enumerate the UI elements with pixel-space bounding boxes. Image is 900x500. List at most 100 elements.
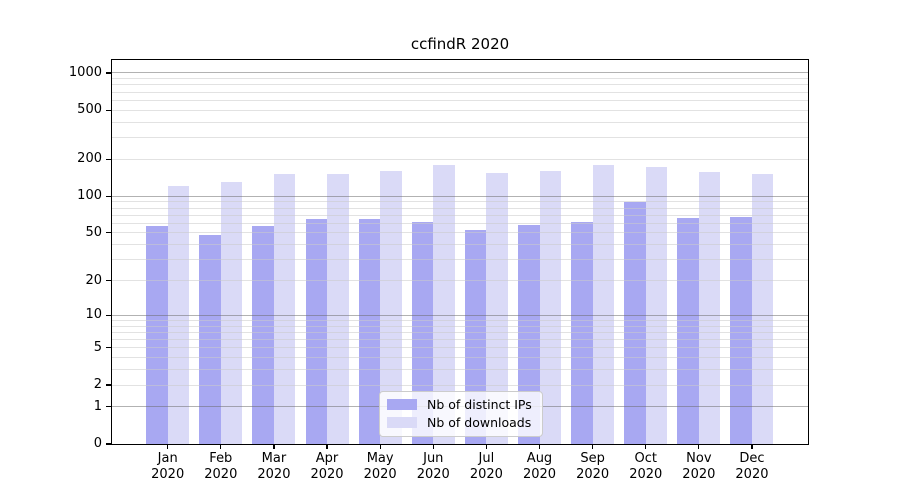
bar-distinct-ips (411, 222, 434, 444)
y-tick-mark (106, 109, 111, 111)
bar-distinct-ips (518, 225, 540, 444)
y-tick-mark (106, 232, 111, 234)
bar-downloads (486, 172, 508, 444)
x-tick-label: Mar 2020 (244, 451, 304, 482)
x-tick-month: Jan (157, 451, 178, 466)
y-tick-label: 5 (93, 339, 102, 355)
x-tick-month: Aug (526, 451, 553, 466)
x-tick-year: 2020 (257, 466, 291, 482)
x-tick-mark (432, 445, 434, 449)
chart-title: ccfindR 2020 (410, 35, 510, 53)
x-tick-mark (273, 445, 275, 449)
x-tick-month: Dec (739, 451, 765, 466)
legend-label: Nb of distinct IPs (427, 397, 532, 412)
y-tick-mark (106, 314, 111, 316)
x-tick-label: Jun 2020 (403, 451, 463, 482)
x-tick-year: 2020 (310, 466, 344, 482)
x-tick-year: 2020 (682, 466, 716, 482)
legend-item: Nb of distinct IPs (387, 397, 532, 412)
x-tick-year: 2020 (522, 466, 557, 482)
y-tick-label: 2 (93, 377, 102, 392)
bar-downloads (645, 166, 668, 444)
y-tick-mark (106, 195, 111, 197)
y-tick-label: 20 (85, 272, 102, 288)
x-tick-label: Jan 2020 (138, 451, 198, 482)
x-tick-year: 2020 (469, 466, 503, 482)
x-tick-mark (167, 445, 169, 449)
bar-distinct-ips (571, 222, 593, 444)
legend-item: Nb of downloads (387, 415, 532, 430)
x-tick-year: 2020 (416, 466, 450, 482)
x-tick-year: 2020 (204, 466, 238, 482)
y-tick-mark (106, 72, 111, 74)
bar-distinct-ips (305, 219, 328, 444)
x-tick-label: Feb 2020 (191, 451, 251, 482)
x-tick-year: 2020 (151, 466, 185, 482)
x-tick-label: Dec 2020 (722, 451, 782, 482)
bar-downloads (592, 164, 615, 444)
x-tick-mark (698, 445, 700, 449)
y-tick-mark (106, 158, 111, 160)
x-tick-year: 2020 (629, 466, 663, 482)
bar-downloads (380, 170, 402, 444)
x-tick-label: Sep 2020 (563, 451, 623, 482)
bar-distinct-ips (358, 219, 381, 444)
y-tick-mark (106, 347, 111, 349)
x-tick-month: Oct (634, 451, 657, 466)
y-tick-label: 50 (85, 224, 102, 240)
x-tick-mark (485, 445, 487, 449)
x-tick-month: Feb (209, 451, 233, 466)
x-tick-month: Sep (580, 451, 605, 466)
y-tick-label: 0 (93, 436, 102, 451)
y-tick-label: 200 (77, 151, 102, 167)
bar-distinct-ips (677, 218, 699, 444)
legend-swatch (387, 417, 417, 428)
x-tick-year: 2020 (363, 466, 397, 482)
legend-swatch (387, 399, 417, 410)
bar-distinct-ips (252, 225, 274, 444)
bar-downloads (167, 186, 190, 444)
x-tick-month: May (366, 451, 394, 466)
bar-distinct-ips (199, 235, 221, 444)
bar-distinct-ips (464, 229, 487, 444)
bar-downloads (327, 173, 349, 444)
x-tick-mark (326, 445, 328, 449)
plot-area: Nb of distinct IPs Nb of downloads (111, 59, 809, 445)
y-tick-label: 10 (85, 307, 102, 323)
y-tick-label: 1000 (68, 64, 102, 80)
bar-downloads (539, 171, 561, 444)
x-tick-label: May 2020 (350, 451, 410, 482)
bar-distinct-ips (624, 201, 646, 444)
y-tick-mark (106, 406, 111, 408)
bar-downloads (698, 171, 721, 444)
x-tick-month: Apr (315, 451, 339, 466)
x-tick-label: Nov 2020 (669, 451, 729, 482)
legend: Nb of distinct IPs Nb of downloads (379, 391, 543, 437)
x-tick-label: Aug 2020 (510, 451, 570, 482)
y-tick-mark (106, 443, 111, 445)
x-tick-mark (751, 445, 753, 449)
x-tick-year: 2020 (735, 466, 769, 482)
y-tick-label: 1 (93, 398, 102, 414)
x-tick-mark (379, 445, 381, 449)
x-tick-label: Apr 2020 (297, 451, 357, 482)
y-tick-mark (106, 279, 111, 282)
y-tick-label: 500 (77, 102, 102, 118)
x-tick-mark (538, 445, 541, 449)
x-tick-month: Jun (423, 451, 444, 466)
y-tick-label: 100 (77, 188, 102, 204)
x-tick-year: 2020 (576, 466, 610, 482)
bar-distinct-ips (730, 217, 752, 444)
x-tick-mark (220, 445, 222, 449)
bar-downloads (273, 173, 296, 444)
bar-distinct-ips (146, 225, 168, 444)
bar-downloads (433, 164, 455, 444)
x-tick-month: Jul (478, 451, 495, 466)
x-tick-label: Jul 2020 (456, 451, 516, 482)
legend-label: Nb of downloads (427, 415, 532, 430)
x-tick-label: Oct 2020 (616, 451, 676, 482)
bar-downloads (220, 181, 243, 444)
x-tick-mark (592, 445, 594, 449)
bars-layer (112, 60, 808, 444)
x-tick-month: Mar (261, 451, 287, 466)
